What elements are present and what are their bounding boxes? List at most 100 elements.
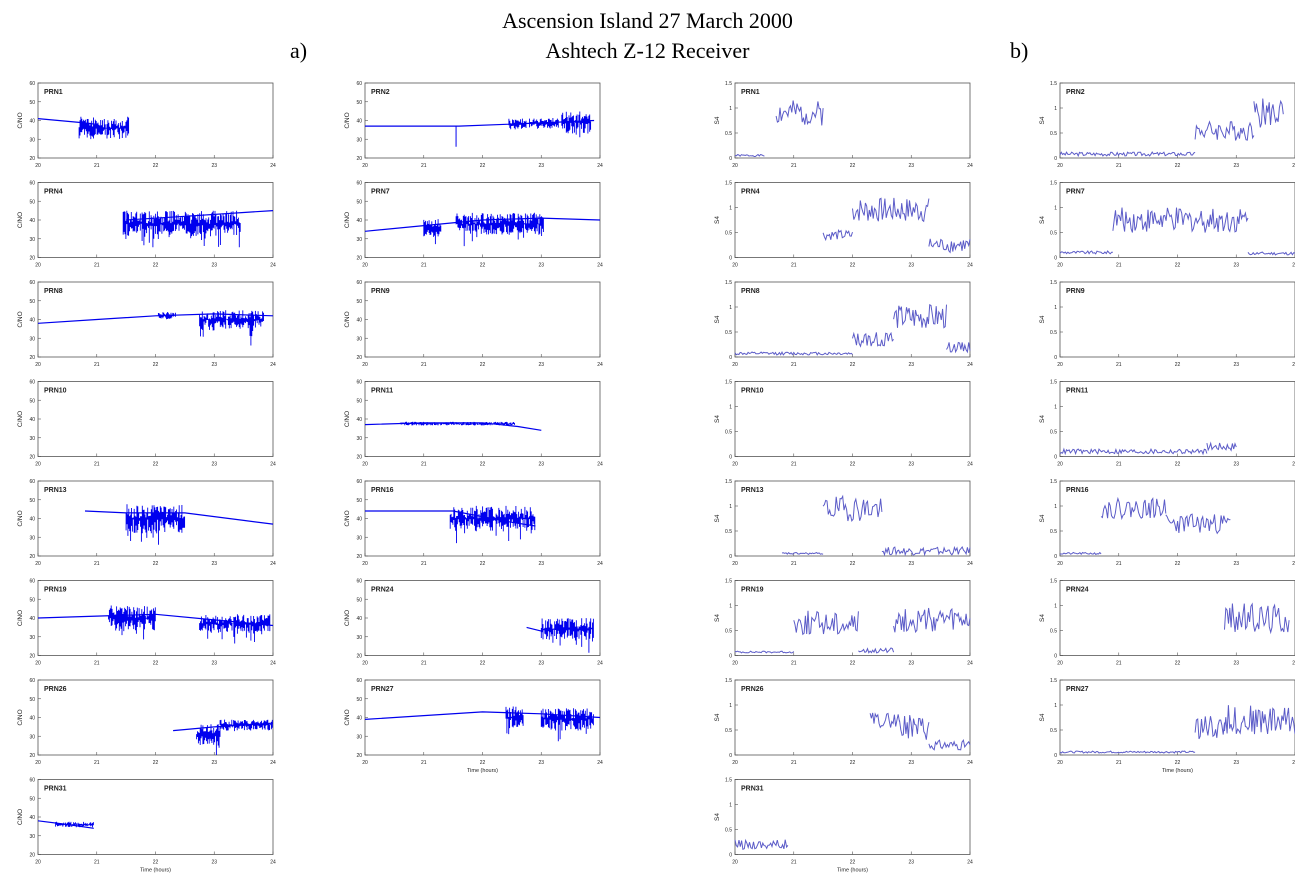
x-tick-label: 20: [362, 661, 368, 667]
x-tick-label: 22: [850, 362, 856, 368]
y-tick-label: 0: [729, 156, 732, 162]
x-tick-label: 21: [421, 263, 427, 269]
x-tick-label: 20: [1057, 462, 1063, 468]
y-tick-label: 50: [29, 697, 35, 703]
y-tick-label: 30: [29, 137, 35, 143]
y-tick-label: 20: [29, 455, 35, 461]
subplot-b-prn10: 0 0.5 1 1.5 20 21 22 23 24 S4 PRN10: [714, 380, 973, 468]
subplot-a-prn1: 20 30 40 50 60 20 21 22 23 24 C/NO PRN1: [17, 81, 276, 169]
x-tick-label: 23: [211, 661, 217, 667]
x-tick-label: 23: [908, 263, 914, 269]
cn0-scintillation-band: [125, 504, 186, 545]
y-tick-label: 40: [29, 716, 35, 722]
y-tick-label: 0: [729, 355, 732, 361]
x-tick-label: 24: [1292, 760, 1295, 766]
plot-frame: [364, 381, 601, 457]
x-tick-label: 21: [421, 163, 427, 169]
x-tick-label: 24: [1292, 661, 1295, 667]
y-tick-label: 0.5: [725, 231, 732, 237]
y-tick-label: 1.5: [725, 678, 732, 684]
y-tick-label: 0.5: [725, 131, 732, 137]
y-tick-label: 50: [356, 498, 362, 504]
cn0-trace-line: [365, 119, 595, 127]
y-tick-label: 60: [29, 678, 35, 684]
s4-trace-line: [1165, 513, 1231, 535]
prn-label: PRN16: [371, 487, 394, 494]
y-axis-label: S4: [714, 713, 721, 721]
y-axis-label: C/NO: [17, 112, 24, 128]
y-axis-label: C/NO: [17, 212, 24, 228]
x-tick-label: 22: [480, 661, 486, 667]
plot-frame: [734, 480, 971, 557]
prn-label: PRN9: [371, 288, 390, 295]
x-tick-label: 21: [421, 561, 427, 567]
x-tick-label: 23: [211, 163, 217, 169]
y-axis-label: S4: [1039, 514, 1046, 522]
y-axis-label: C/NO: [344, 311, 351, 327]
x-tick-label: 23: [211, 462, 217, 468]
x-tick-label: 21: [421, 661, 427, 667]
y-axis-label: C/NO: [344, 411, 351, 427]
y-tick-label: 20: [356, 753, 362, 759]
prn-label: PRN27: [371, 686, 394, 693]
s4-trace-line: [734, 350, 853, 356]
x-tick-label: 22: [1175, 561, 1181, 567]
x-tick-label: 21: [1116, 163, 1122, 169]
y-tick-label: 30: [356, 237, 362, 243]
x-tick-label: 20: [35, 362, 41, 368]
x-tick-label: 22: [153, 760, 159, 766]
x-tick-label: 20: [1057, 163, 1063, 169]
subplot-a-prn11: 20 30 40 50 60 20 21 22 23 24 C/NO PRN11: [344, 380, 603, 468]
s4-trace-line: [852, 331, 894, 348]
subplot-a-prn27: 20 30 40 50 60 20 21 22 23 24 C/NO Time (hours) PRN2…: [344, 678, 603, 774]
x-tick-label: 24: [270, 561, 276, 567]
panel-label-b: b): [1010, 38, 1029, 63]
x-tick-label: 24: [597, 462, 603, 468]
y-axis-label: S4: [714, 116, 721, 124]
s4-trace-line: [1206, 441, 1237, 452]
y-tick-label: 30: [29, 237, 35, 243]
x-tick-label: 24: [597, 760, 603, 766]
s4-trace-line: [775, 100, 824, 126]
subplot-b-prn31: 0 0.5 1 1.5 20 21 22 23 24 S4 Time (hours) PRN31: [714, 778, 973, 874]
y-tick-label: 0.5: [725, 430, 732, 436]
prn-label: PRN8: [44, 288, 63, 295]
x-tick-label: 21: [421, 760, 427, 766]
subplot-b-prn27: 0 0.5 1 1.5 20 21 22 23 24 S4 Time (hours) PRN27: [1039, 678, 1295, 774]
y-tick-label: 0.5: [725, 330, 732, 336]
s4-trace-line: [1060, 551, 1102, 556]
x-axis-label: Time (hours): [837, 868, 868, 874]
x-axis-label: Time (hours): [140, 868, 171, 874]
prn-label: PRN13: [741, 487, 764, 494]
prn-label: PRN7: [371, 189, 390, 196]
y-tick-label: 30: [356, 734, 362, 740]
x-tick-label: 24: [967, 860, 973, 866]
prn-label: PRN26: [44, 686, 67, 693]
plot-frame: [37, 381, 274, 457]
s4-trace-line: [1112, 207, 1249, 233]
x-tick-label: 21: [791, 163, 797, 169]
y-tick-label: 0: [1054, 455, 1057, 461]
y-axis-label: S4: [714, 216, 721, 224]
x-tick-label: 20: [1057, 760, 1063, 766]
subplot-b-prn16: 0 0.5 1 1.5 20 21 22 23 24 S4 PRN16: [1039, 479, 1295, 567]
y-axis-label: C/NO: [17, 709, 24, 725]
y-tick-label: 0.5: [1050, 330, 1057, 336]
y-tick-label: 1: [729, 703, 732, 709]
s4-trace-line: [893, 607, 971, 634]
x-tick-label: 20: [362, 462, 368, 468]
y-tick-label: 20: [29, 355, 35, 361]
x-tick-label: 20: [732, 561, 738, 567]
x-tick-label: 23: [538, 661, 544, 667]
x-tick-label: 21: [791, 362, 797, 368]
x-tick-label: 21: [791, 263, 797, 269]
x-tick-label: 20: [35, 163, 41, 169]
y-tick-label: 20: [356, 455, 362, 461]
x-tick-label: 21: [94, 362, 100, 368]
cn0-scintillation-band: [199, 614, 271, 644]
x-tick-label: 20: [732, 760, 738, 766]
y-tick-label: 0.5: [1050, 629, 1057, 635]
x-tick-label: 20: [1057, 362, 1063, 368]
x-tick-label: 24: [967, 263, 973, 269]
s4-trace-line: [928, 738, 971, 751]
